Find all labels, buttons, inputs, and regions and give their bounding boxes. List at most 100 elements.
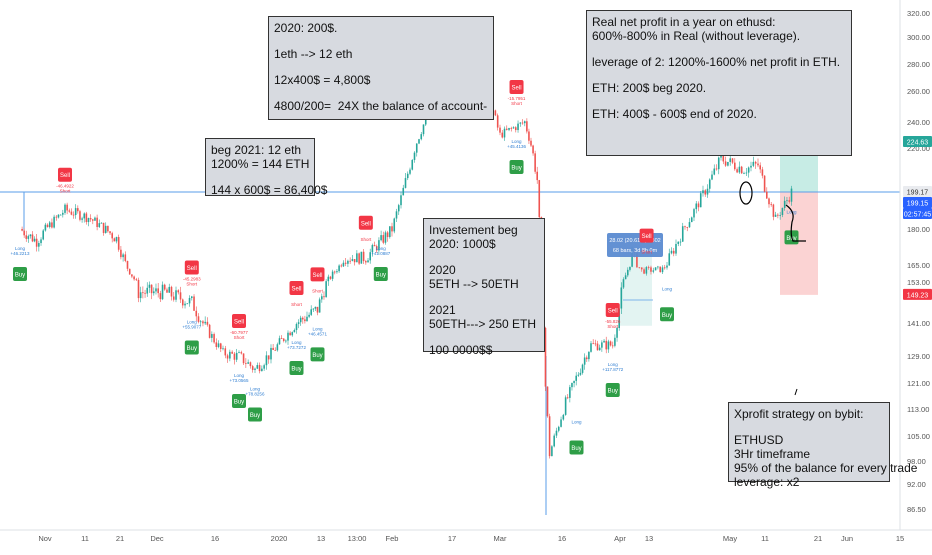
- candle-body: [146, 287, 149, 294]
- signal-value: -60.7977: [230, 330, 248, 335]
- candle-body: [113, 238, 116, 242]
- candle-body: [752, 161, 755, 166]
- annotation-line: 12x400$ = 4,800$: [274, 73, 371, 87]
- candle-body: [291, 332, 294, 336]
- candle-body: [406, 173, 409, 179]
- signal-buy-badge: [605, 383, 620, 397]
- candle-body: [505, 128, 508, 130]
- candle-body: [135, 279, 138, 281]
- signal-buy-label: Buy: [608, 389, 618, 395]
- candle-body: [590, 343, 592, 352]
- candle-body: [229, 351, 231, 359]
- price-tag-timer: 02:57:45: [904, 212, 931, 219]
- signal-value: +46.4571: [308, 331, 327, 336]
- candle-body: [179, 292, 182, 300]
- annotation-line: [592, 43, 846, 55]
- candle-body: [217, 343, 220, 347]
- candle-body: [310, 309, 312, 315]
- y-tick-label: 153.00: [907, 278, 930, 287]
- candle-body: [302, 317, 304, 320]
- candle-body: [150, 284, 153, 294]
- annotation-xprofit-strategy[interactable]: Xprofit strategy on bybit: ETHUSD 3Hr time…: [728, 402, 917, 489]
- candle-body: [378, 240, 380, 251]
- candle-body: [342, 262, 345, 267]
- signal-sell-badge: [509, 80, 524, 94]
- annotation-line: [429, 291, 539, 303]
- candle-body: [763, 175, 766, 192]
- annotation-line: 2021: [429, 303, 456, 317]
- hand-circle: [739, 181, 753, 205]
- candle-body: [704, 190, 707, 195]
- candle-body: [222, 348, 224, 350]
- candle-body: [40, 239, 42, 244]
- candle-body: [708, 179, 711, 189]
- annotation-line: [274, 35, 488, 47]
- candle-body: [263, 365, 265, 369]
- annotation-investment[interactable]: Investement beg 2020: 1000$ 2020 5ETH --> 5…: [423, 218, 545, 357]
- candle-body: [289, 332, 291, 336]
- candle-body: [70, 211, 73, 215]
- candle-body: [779, 215, 781, 216]
- candle-body: [583, 357, 586, 365]
- candle-body: [790, 188, 793, 202]
- candle-body: [729, 158, 731, 162]
- candle-body: [603, 340, 605, 343]
- candle-body: [249, 362, 252, 367]
- candle-body: [389, 226, 391, 238]
- candle-body: [788, 200, 791, 202]
- candle-body: [153, 291, 155, 294]
- candle-body: [393, 218, 396, 232]
- candle-body: [715, 168, 718, 170]
- candle-body: [318, 299, 321, 313]
- candle-body: [287, 332, 289, 341]
- signal-sell-label: Sell: [187, 266, 197, 272]
- candle-body: [672, 250, 675, 254]
- annotation-line: Investement beg: [429, 223, 518, 237]
- annotation-2021[interactable]: beg 2021: 12 eth 1200% = 144 ETH 144 x 600…: [205, 138, 327, 197]
- annotation-real-profit[interactable]: Real net profit in a year on ethusd: 600%…: [586, 10, 852, 156]
- candle-body: [331, 271, 334, 279]
- candle-body: [566, 397, 569, 399]
- candle-body: [126, 260, 129, 269]
- candle-body: [711, 174, 713, 180]
- hand-tick: [794, 388, 798, 396]
- candle-body: [663, 267, 666, 269]
- candle-body: [46, 224, 49, 228]
- candle-body: [177, 290, 180, 293]
- candle-body: [616, 328, 618, 338]
- candle-body: [276, 344, 279, 351]
- candle-body: [261, 368, 263, 372]
- signal-buy-label: Buy: [250, 413, 260, 419]
- candle-body: [323, 296, 325, 298]
- candle-body: [29, 234, 32, 237]
- candle-body: [512, 127, 515, 129]
- candle-body: [684, 226, 686, 228]
- signal-tag: Long: [512, 139, 523, 144]
- x-tick-label: 11: [81, 534, 89, 543]
- candle-body: [208, 324, 211, 338]
- signal-buy-badge: [13, 267, 27, 281]
- candle-body: [215, 342, 218, 347]
- annotation-line: [592, 69, 846, 81]
- candle-body: [233, 353, 236, 360]
- candle-body: [386, 232, 389, 238]
- candle-body: [96, 217, 98, 228]
- signal-value: +73.7272: [287, 345, 306, 350]
- candle-body: [81, 218, 83, 220]
- candle-body: [231, 351, 233, 354]
- signal-buy-badge: [569, 440, 584, 455]
- candle-body: [87, 218, 90, 223]
- price-tag-timer-bg: [903, 208, 932, 220]
- candle-body: [548, 416, 551, 457]
- candle-body: [356, 253, 358, 263]
- signal-buy-badge: [184, 340, 199, 355]
- candle-body: [375, 246, 378, 251]
- candle-body: [66, 204, 68, 211]
- signal-tag: Long: [291, 340, 302, 345]
- candle-body: [391, 226, 393, 232]
- annotation-2020[interactable]: 2020: 200$. 1eth --> 12 eth 12x400$ = 4,80…: [268, 16, 494, 120]
- annotation-line: Xprofit strategy on bybit:: [734, 407, 864, 421]
- candle-body: [777, 214, 779, 216]
- candle-body: [175, 290, 177, 300]
